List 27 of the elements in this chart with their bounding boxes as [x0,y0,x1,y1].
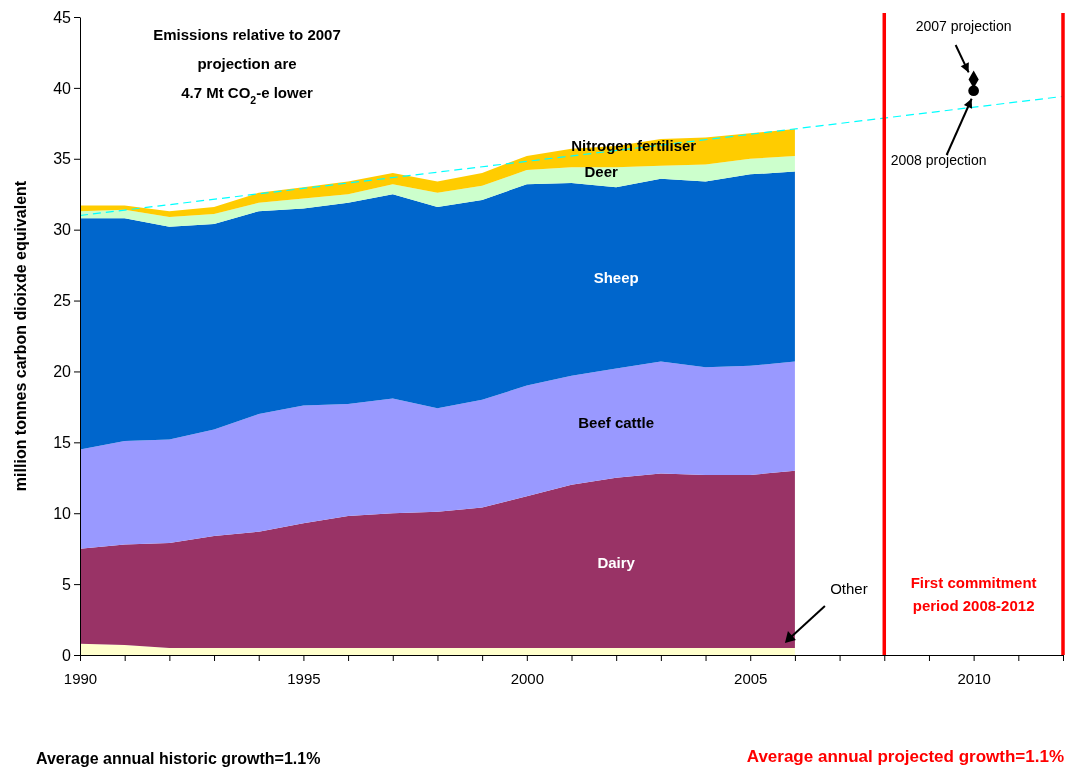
series-label: Sheep [593,268,639,286]
y-tick-label: 30 [53,221,72,239]
y-tick-label: 15 [53,433,72,451]
y-tick-label: 35 [53,150,72,168]
series-label: Dairy [597,553,636,571]
text: Average annual historic growth=1.1% [36,750,321,767]
x-tick-label: 1995 [287,669,321,687]
y-tick-label: 40 [53,79,72,97]
x-tick-label: 1990 [63,669,98,687]
annotation: Emissions relative to 2007 projection are 4.7 Mt CO$_{2}$-e lower [153,26,341,106]
y-tick-label: 25 [53,292,72,310]
text: 2008 projection [890,152,987,168]
x-tick-label: 2005 [734,669,768,687]
x-tick-label: 2010 [957,669,991,687]
y-tick-label: 0 [62,646,72,664]
text: Average annual projected growth=1.1% [746,747,1064,766]
series-label: Deer [584,163,619,181]
y-tick-label: 10 [53,504,72,522]
text: Other [830,579,868,597]
x-tick-label: 2000 [510,669,545,687]
y-tick-label: 45 [53,8,72,26]
y-tick-label: 5 [62,575,72,593]
text: 2007 projection [915,18,1012,34]
annotation: First commitment period 2008-2012 [910,574,1037,615]
y-axis-title: million tonnes carbon dioixde equivalent [12,180,29,492]
y-tick-label: 20 [53,363,72,381]
series-label: Beef cattle [578,414,655,432]
